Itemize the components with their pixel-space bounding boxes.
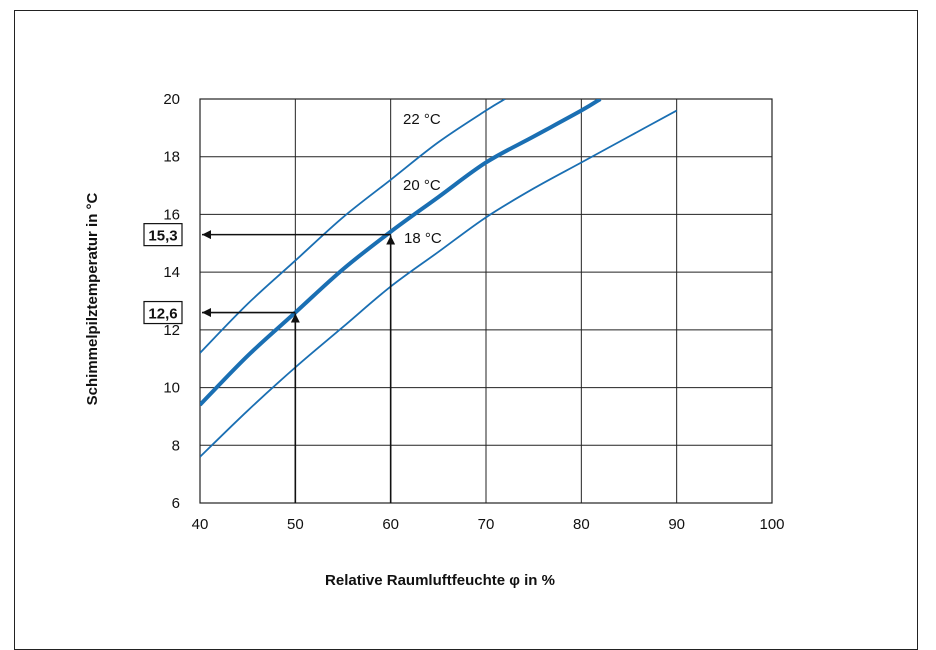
y-tick-label: 14 <box>163 264 180 281</box>
annotation-arrows: 12,6 15,3 <box>143 223 396 503</box>
tick-labels: 40 50 60 70 80 90 100 6 8 10 12 14 16 18 20 <box>163 91 784 533</box>
x-tick-label: 80 <box>573 516 590 533</box>
series-line-3 <box>200 109 678 458</box>
grid <box>199 98 773 504</box>
y-tick-label: 8 <box>172 437 180 454</box>
y-tick-label: 20 <box>163 91 180 108</box>
x-tick-label: 70 <box>478 516 495 533</box>
y-tick-label: 10 <box>163 380 180 397</box>
series-line-1 <box>200 99 506 354</box>
labels: Relative Raumluftfeuchte φ in % Schimmel… <box>84 192 555 589</box>
x-tick-label: 90 <box>668 516 685 533</box>
curves: 22 °C 20 °C 18 °C <box>200 99 678 458</box>
y-tick-label: 18 <box>163 149 180 166</box>
series-line-2 <box>200 99 602 407</box>
x-tick-label: 50 <box>287 516 304 533</box>
y-axis-label: Schimmelpilztemperatur in °C <box>84 192 101 405</box>
x-tick-label: 40 <box>192 516 209 533</box>
y-tick-label: 16 <box>163 206 180 223</box>
series-label: 18 °C <box>404 230 442 247</box>
y-tick-label: 12 <box>163 322 180 339</box>
annotation-box <box>143 223 183 247</box>
annotation-box <box>143 300 183 325</box>
x-tick-label: 100 <box>759 516 784 533</box>
x-tick-label: 60 <box>382 516 399 533</box>
series-label: 20 °C <box>403 177 441 194</box>
series-label: 22 °C <box>403 111 441 128</box>
mold-temperature-chart: 22 °C 20 °C 18 °C 12,6 15,3 40 50 60 70 80 90 100… <box>84 91 785 589</box>
annotation-value: 12,6 <box>148 306 177 323</box>
annotation-value: 15,3 <box>148 228 177 245</box>
x-axis-label: Relative Raumluftfeuchte φ in % <box>325 572 555 589</box>
y-tick-label: 6 <box>172 495 180 512</box>
